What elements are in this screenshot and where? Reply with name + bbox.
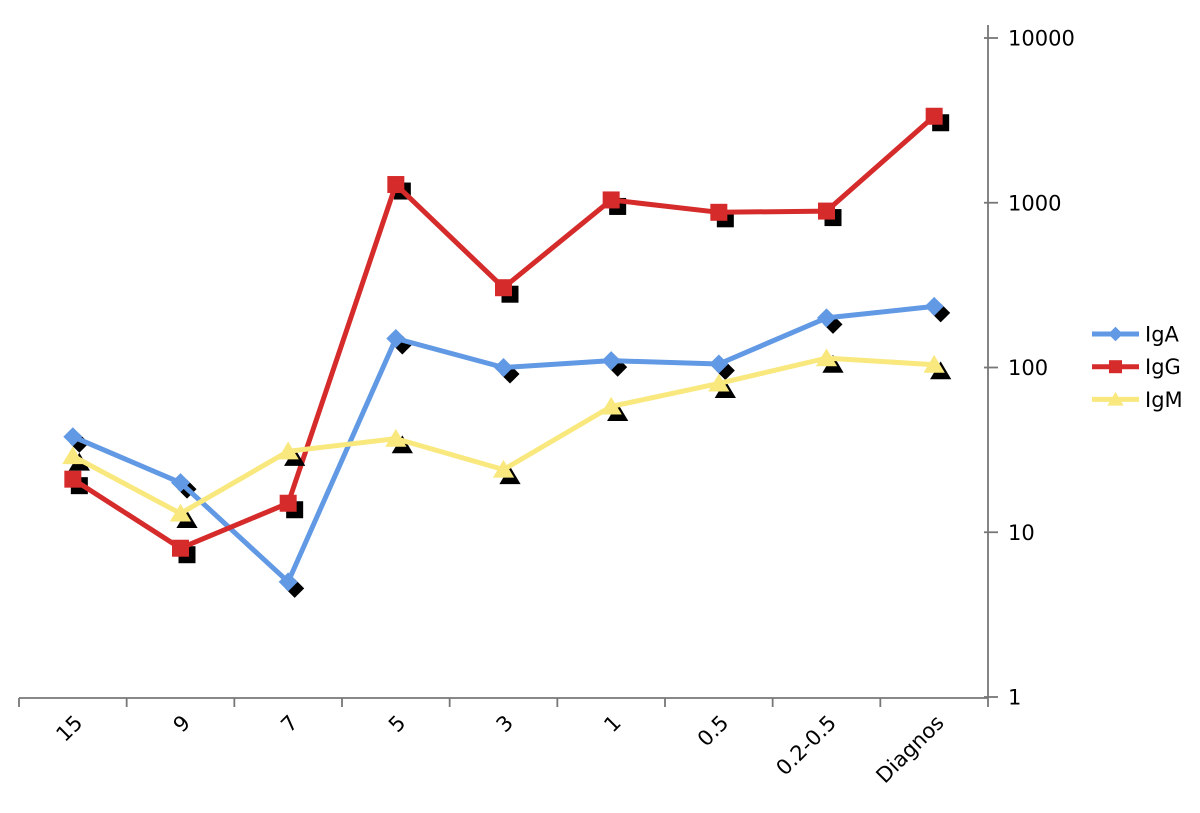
data-point-iga-4 bbox=[493, 357, 514, 378]
data-point-igm-2 bbox=[277, 441, 299, 460]
data-point-igg-6 bbox=[710, 203, 728, 221]
series-igm bbox=[62, 348, 952, 529]
data-point-igm-3 bbox=[385, 428, 407, 447]
series-line-igm bbox=[70, 355, 937, 516]
data-point-iga-7 bbox=[816, 308, 837, 328]
data-point-igm-8 bbox=[923, 354, 945, 373]
data-point-igg-8 bbox=[925, 107, 943, 125]
x-category-label: 0.2-0.5 bbox=[771, 711, 841, 781]
legend-label: IgM bbox=[1145, 388, 1183, 412]
legend-marker-iga bbox=[1108, 326, 1123, 342]
x-category-label: 7 bbox=[276, 711, 302, 737]
data-point-iga-3 bbox=[386, 328, 406, 349]
series-iga bbox=[63, 296, 951, 598]
legend: IgA IgG IgM bbox=[1092, 323, 1183, 412]
data-point-iga-1 bbox=[170, 473, 191, 493]
data-point-igm-1 bbox=[169, 503, 192, 522]
data-point-iga-5 bbox=[601, 351, 621, 371]
y-tick-label: 10000 bbox=[1008, 27, 1075, 51]
data-point-igg-7 bbox=[818, 202, 835, 220]
y-tick-label: 10 bbox=[1008, 521, 1035, 545]
marker-shadow-iga-0 bbox=[69, 433, 89, 453]
y-tick-label: 1000 bbox=[1008, 191, 1061, 215]
data-point-igg-2 bbox=[279, 494, 297, 512]
y-tick-label: 1 bbox=[1008, 686, 1021, 710]
x-category-label: Diagnos bbox=[871, 711, 948, 788]
x-category-label: 0.5 bbox=[693, 711, 734, 752]
data-point-igm-0 bbox=[62, 446, 84, 465]
x-category-label: 1 bbox=[599, 711, 625, 737]
data-point-igm-7 bbox=[815, 348, 838, 367]
data-point-igg-1 bbox=[172, 539, 189, 557]
data-point-igm-4 bbox=[492, 459, 515, 478]
legend-marker-igg bbox=[1109, 360, 1122, 374]
data-point-iga-2 bbox=[278, 572, 298, 592]
axes bbox=[18, 25, 989, 707]
series-igg bbox=[64, 107, 950, 564]
data-point-igg-3 bbox=[387, 176, 405, 194]
x-category-label: 9 bbox=[169, 711, 195, 737]
legend-marker-igm bbox=[1107, 391, 1124, 406]
y-tick-label: 100 bbox=[1008, 356, 1048, 380]
data-point-igg-4 bbox=[495, 279, 512, 297]
x-category-label: 15 bbox=[51, 711, 87, 747]
data-point-igg-5 bbox=[602, 191, 620, 209]
x-category-label: 3 bbox=[492, 711, 518, 737]
data-point-igm-5 bbox=[600, 396, 622, 415]
legend-item-igm: IgM bbox=[1092, 388, 1183, 412]
legend-item-iga: IgA bbox=[1092, 323, 1180, 347]
data-point-igg-0 bbox=[64, 470, 82, 488]
legend-label: IgG bbox=[1145, 355, 1181, 379]
data-point-iga-6 bbox=[709, 354, 729, 374]
data-point-igm-6 bbox=[708, 373, 730, 392]
legend-item-igg: IgG bbox=[1092, 355, 1181, 379]
data-point-iga-0 bbox=[63, 427, 83, 447]
x-category-label: 5 bbox=[384, 711, 410, 737]
legend-label: IgA bbox=[1145, 323, 1180, 347]
data-point-iga-8 bbox=[924, 296, 944, 316]
